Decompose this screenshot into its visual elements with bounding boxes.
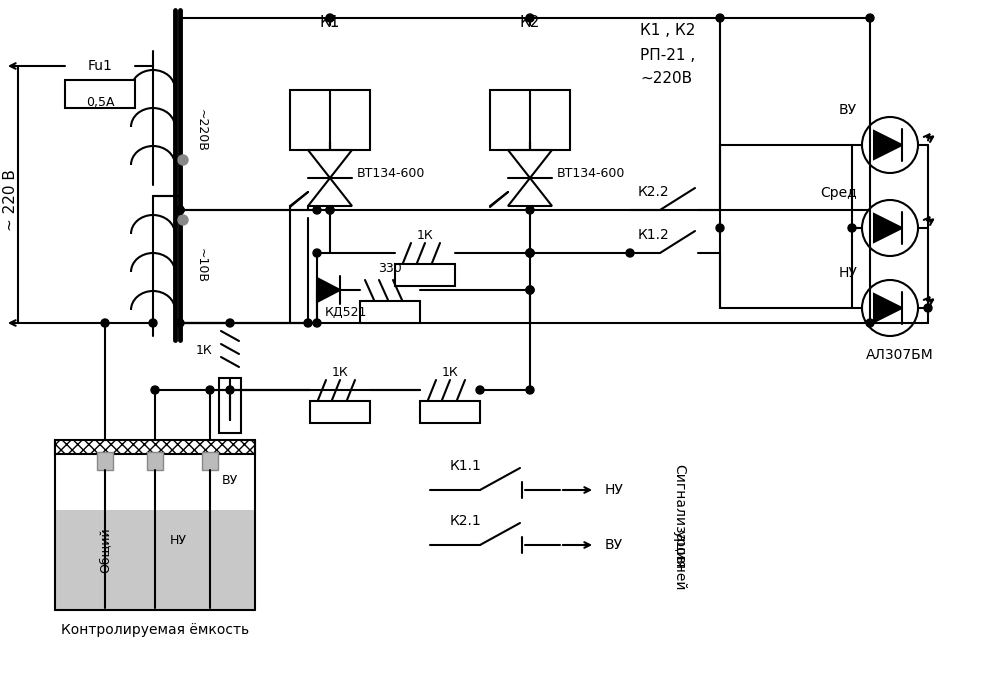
Bar <box>219 378 241 433</box>
Circle shape <box>178 155 188 165</box>
Text: уровней: уровней <box>673 530 687 590</box>
Bar <box>55 440 255 454</box>
Circle shape <box>326 206 334 214</box>
Text: ВУ: ВУ <box>222 473 238 486</box>
Circle shape <box>626 249 634 257</box>
Text: ВТ134-600: ВТ134-600 <box>357 166 425 180</box>
Text: ~10В: ~10В <box>195 248 208 283</box>
Circle shape <box>924 304 932 312</box>
Text: К1.1: К1.1 <box>450 459 482 473</box>
Polygon shape <box>874 131 902 159</box>
Polygon shape <box>874 214 902 242</box>
Text: НУ: НУ <box>170 533 187 546</box>
Text: 1К: 1К <box>195 343 212 356</box>
Text: ~220В: ~220В <box>640 70 692 85</box>
Text: К2: К2 <box>520 14 540 30</box>
Bar <box>360 301 420 323</box>
Bar <box>310 401 370 423</box>
Circle shape <box>526 14 534 22</box>
Bar <box>290 90 370 150</box>
Text: 0,5А: 0,5А <box>86 96 114 109</box>
Circle shape <box>526 206 534 214</box>
Text: К1.2: К1.2 <box>638 228 670 242</box>
Circle shape <box>313 249 321 257</box>
Circle shape <box>176 319 184 327</box>
Circle shape <box>526 386 534 394</box>
Text: К2.2: К2.2 <box>638 185 670 199</box>
Bar <box>420 401 480 423</box>
Circle shape <box>313 319 321 327</box>
Text: ВТ134-600: ВТ134-600 <box>557 166 625 180</box>
Bar <box>65 80 135 108</box>
Circle shape <box>176 206 184 214</box>
Text: К1 , К2: К1 , К2 <box>640 23 695 38</box>
Circle shape <box>101 319 109 327</box>
Text: КД521: КД521 <box>325 305 367 319</box>
Circle shape <box>716 14 724 22</box>
Circle shape <box>151 386 159 394</box>
Circle shape <box>526 286 534 294</box>
Circle shape <box>178 215 188 225</box>
Circle shape <box>176 206 184 214</box>
Text: Сигнализация: Сигнализация <box>673 464 687 570</box>
Text: ~ 220 В: ~ 220 В <box>3 169 18 231</box>
Text: 1К: 1К <box>442 365 458 378</box>
Text: Общий: Общий <box>99 527 112 573</box>
Circle shape <box>866 14 874 22</box>
Circle shape <box>226 386 234 394</box>
Circle shape <box>526 249 534 257</box>
Circle shape <box>149 319 157 327</box>
Circle shape <box>326 206 334 214</box>
Bar <box>147 452 163 470</box>
Bar <box>56 510 254 609</box>
Bar <box>97 452 113 470</box>
Text: АЛ307БМ: АЛ307БМ <box>866 348 934 362</box>
Circle shape <box>206 386 214 394</box>
Circle shape <box>526 249 534 257</box>
Text: К1: К1 <box>320 14 340 30</box>
Text: Fu1: Fu1 <box>88 59 112 73</box>
Text: ВУ: ВУ <box>605 538 623 552</box>
Circle shape <box>226 319 234 327</box>
Text: ВУ: ВУ <box>839 103 857 117</box>
Circle shape <box>526 286 534 294</box>
Text: НУ: НУ <box>838 266 857 280</box>
Circle shape <box>326 14 334 22</box>
Bar <box>395 264 455 286</box>
Text: ~220В: ~220В <box>195 109 208 151</box>
Text: К2.1: К2.1 <box>450 514 482 528</box>
Circle shape <box>304 319 312 327</box>
Circle shape <box>866 319 874 327</box>
Text: 330: 330 <box>378 261 402 275</box>
Text: 1К: 1К <box>417 228 433 241</box>
Bar <box>202 452 218 470</box>
Text: НУ: НУ <box>605 483 624 497</box>
Circle shape <box>176 206 184 214</box>
Text: Контролируемая ёмкость: Контролируемая ёмкость <box>61 623 249 637</box>
Circle shape <box>848 224 856 232</box>
Text: 1К: 1К <box>332 365 348 378</box>
Circle shape <box>716 224 724 232</box>
Polygon shape <box>874 294 902 322</box>
Text: Сред: Сред <box>820 186 857 200</box>
Text: РП-21 ,: РП-21 , <box>640 47 695 63</box>
Bar <box>490 90 570 150</box>
Circle shape <box>476 386 484 394</box>
Polygon shape <box>317 278 340 302</box>
Circle shape <box>313 206 321 214</box>
Circle shape <box>526 249 534 257</box>
